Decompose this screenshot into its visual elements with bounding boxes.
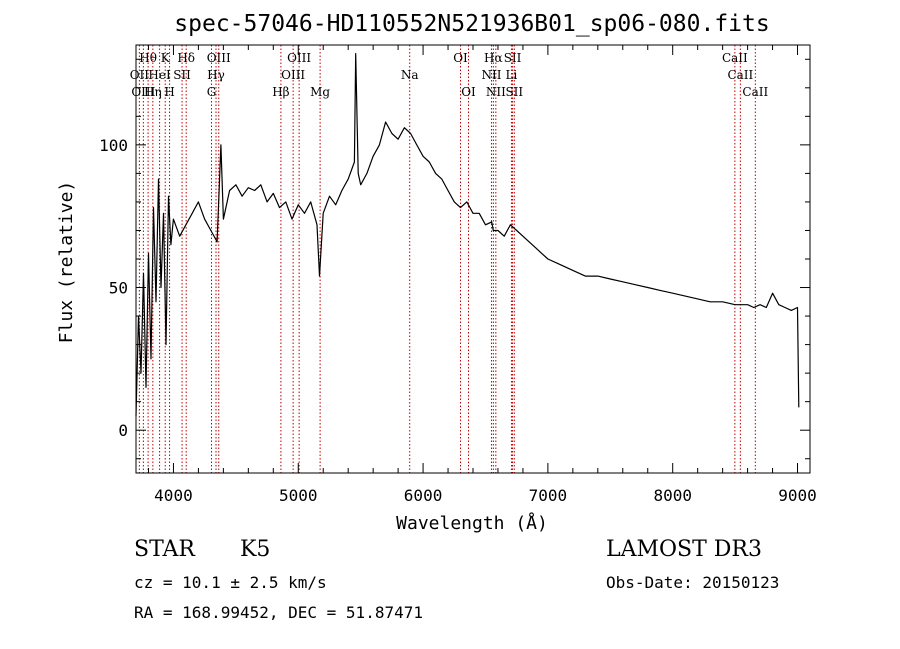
redshift-value: cz = 10.1 ± 2.5 km/s bbox=[134, 573, 327, 592]
plot-frame bbox=[135, 44, 811, 474]
line-label: Hδ bbox=[177, 51, 195, 65]
line-label: H bbox=[164, 85, 174, 99]
y-tick-label: 0 bbox=[118, 421, 128, 440]
line-label: OIII bbox=[287, 51, 311, 65]
y-axis-label: Flux (relative) bbox=[56, 181, 77, 344]
x-tick-label: 5000 bbox=[279, 486, 318, 505]
line-label: Hη bbox=[144, 85, 162, 99]
line-label: CaII bbox=[742, 85, 768, 99]
x-tick-label: 7000 bbox=[529, 486, 568, 505]
line-label: Li bbox=[506, 68, 518, 82]
obs-date: Obs-Date: 20150123 bbox=[606, 573, 780, 592]
line-markers bbox=[138, 45, 756, 473]
line-label: Na bbox=[401, 68, 419, 82]
spectrum-series bbox=[135, 53, 800, 416]
line-label: OIII bbox=[281, 68, 305, 82]
line-label: SII bbox=[504, 51, 522, 65]
object-class: STAR bbox=[134, 537, 195, 562]
line-label: Hγ bbox=[207, 68, 225, 82]
line-label: Hβ bbox=[272, 85, 289, 99]
line-label: CaII bbox=[722, 51, 748, 65]
coordinates: RA = 168.99452, DEC = 51.87471 bbox=[134, 603, 423, 622]
spectrum-line bbox=[135, 53, 800, 416]
x-tick-label: 9000 bbox=[778, 486, 817, 505]
x-tick-label: 4000 bbox=[154, 486, 193, 505]
x-tick-label: 8000 bbox=[653, 486, 692, 505]
line-label: NII bbox=[481, 68, 501, 82]
y-tick-label: 50 bbox=[109, 279, 128, 298]
line-label: Hθ bbox=[139, 51, 157, 65]
line-label: OIII bbox=[131, 85, 155, 99]
line-label: Hα bbox=[484, 51, 503, 65]
line-label: OIII bbox=[207, 51, 231, 65]
line-label: SII bbox=[505, 85, 523, 99]
survey-name: LAMOST DR3 bbox=[606, 537, 762, 562]
line-label: Mg bbox=[310, 85, 330, 99]
line-label: OI bbox=[453, 51, 468, 65]
line-label: OI bbox=[461, 85, 476, 99]
x-axis-label: Wavelength (Å) bbox=[396, 512, 548, 534]
y-tick-label: 100 bbox=[99, 136, 128, 155]
line-label: G bbox=[207, 85, 217, 99]
chart-title: spec-57046-HD110552N521936B01_sp06-080.f… bbox=[174, 11, 769, 37]
line-label: CaII bbox=[727, 68, 753, 82]
axis-ticks: 4000 5000 6000 7000 8000 9000 0 50 100 bbox=[99, 45, 817, 505]
object-subclass: K5 bbox=[240, 537, 271, 562]
line-label: NII bbox=[486, 85, 506, 99]
line-label: HeI bbox=[148, 68, 171, 82]
line-label: K bbox=[161, 51, 171, 65]
line-label: OII bbox=[130, 68, 150, 82]
line-label: SII bbox=[173, 68, 191, 82]
x-tick-label: 6000 bbox=[404, 486, 443, 505]
